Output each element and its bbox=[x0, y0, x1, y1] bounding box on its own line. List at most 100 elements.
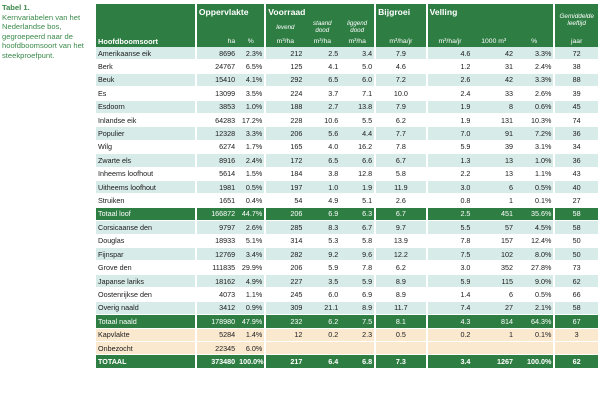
cell-jaar: 50 bbox=[555, 248, 598, 262]
cell-staand-dood: 4.9 bbox=[304, 194, 341, 208]
header-group-row: Oppervlakte Voorraad Bijgroei Velling Ge… bbox=[96, 4, 598, 35]
cell-jaar: 58 bbox=[555, 301, 598, 316]
cell-velling-total: 352 bbox=[472, 261, 516, 275]
cell-ha: 111835 bbox=[196, 261, 238, 275]
cell-hoofdboomsoort: Struiken bbox=[96, 194, 197, 208]
cell-levend: 206 bbox=[266, 261, 305, 275]
cell-bijgroei: 11.7 bbox=[376, 301, 428, 316]
caption-text: Kernvariabelen van het Nederlandse bos, … bbox=[2, 12, 84, 60]
cell-jaar: 36 bbox=[555, 127, 598, 141]
cell-velling: 1.9 bbox=[427, 113, 473, 128]
header-unit-row: Hoofdboomsoort ha % m³/ha m³/ha m³/ha m³… bbox=[96, 35, 598, 47]
cell-levend: 228 bbox=[266, 113, 305, 128]
cell-velling-total: 157 bbox=[472, 234, 516, 249]
cell-velling-pct: 12.4% bbox=[515, 234, 556, 249]
cell-pct: 4.9% bbox=[237, 274, 267, 289]
cell-ha: 373480 bbox=[196, 355, 238, 369]
cell-velling-total: 13 bbox=[472, 167, 516, 181]
cell-jaar: 73 bbox=[555, 261, 598, 275]
cell-velling: 7.8 bbox=[427, 234, 473, 249]
cell-velling-pct: 2.6% bbox=[515, 87, 556, 101]
table-row: Overig naald 3412 0.9% 309 21.1 8.9 11.7 7.4 27 2… bbox=[96, 301, 598, 316]
cell-liggend-dood: 3.4 bbox=[340, 47, 377, 61]
cell-bijgroei: 4.6 bbox=[376, 60, 428, 74]
table-row: Uitheems loofhout 1981 0.5% 197 1.0 1.9 11.9 3.… bbox=[96, 180, 598, 195]
cell-ha: 18162 bbox=[196, 274, 238, 289]
cell-velling: 7.0 bbox=[427, 127, 473, 141]
cell-hoofdboomsoort: Beuk bbox=[96, 73, 197, 88]
cell-jaar: 66 bbox=[555, 288, 598, 302]
cell-staand-dood: 5.6 bbox=[304, 127, 341, 141]
cell-liggend-dood: 6.6 bbox=[340, 154, 377, 168]
cell-hoofdboomsoort: Wilg bbox=[96, 140, 197, 155]
cell-levend: 227 bbox=[266, 274, 305, 289]
table-row: Beuk 15410 4.1% 292 6.5 6.0 7.2 2.6 42 3.3% 88 bbox=[96, 73, 598, 88]
table-total-row: Totaal loof 166872 44.7% 206 6.9 6.3 6.7 2.5 451… bbox=[96, 207, 598, 222]
cell-velling: 2.5 bbox=[427, 207, 473, 222]
table-row: Onbezocht 22345 6.0% bbox=[96, 342, 598, 356]
cell-velling: 2.6 bbox=[427, 73, 473, 88]
cell-velling-pct bbox=[515, 342, 556, 356]
cell-jaar: 58 bbox=[555, 207, 598, 222]
cell-pct: 1.7% bbox=[237, 140, 267, 155]
header-staand-dood: staand dood bbox=[304, 19, 341, 35]
cell-liggend-dood: 8.9 bbox=[340, 301, 377, 316]
cell-pct: 5.1% bbox=[237, 234, 267, 249]
cell-velling: 4.3 bbox=[427, 315, 473, 329]
cell-velling-pct: 1.0% bbox=[515, 154, 556, 168]
cell-jaar: 36 bbox=[555, 154, 598, 168]
cell-hoofdboomsoort: Grove den bbox=[96, 261, 197, 275]
cell-hoofdboomsoort: Kapvlakte bbox=[96, 328, 197, 342]
cell-liggend-dood: 5.9 bbox=[340, 274, 377, 289]
unit-liggend: m³/ha bbox=[340, 35, 377, 47]
cell-staand-dood: 0.2 bbox=[304, 328, 341, 342]
cell-velling-pct: 27.8% bbox=[515, 261, 556, 275]
cell-velling: 7.4 bbox=[427, 301, 473, 316]
cell-ha: 8916 bbox=[196, 154, 238, 168]
header-velling: Velling bbox=[427, 4, 556, 19]
cell-levend: 314 bbox=[266, 234, 305, 249]
table-row: Oostenrijkse den 4073 1.1% 245 6.0 6.9 8.9 1.4 6… bbox=[96, 288, 598, 302]
cell-liggend-dood: 4.4 bbox=[340, 127, 377, 141]
cell-liggend-dood: 7.1 bbox=[340, 87, 377, 101]
unit-staand: m³/ha bbox=[304, 35, 341, 47]
header-gemiddelde-leeftijd: Gemiddelde leeftijd bbox=[555, 4, 598, 35]
cell-velling: 1.9 bbox=[427, 100, 473, 114]
cell-levend: 172 bbox=[266, 154, 305, 168]
cell-levend bbox=[266, 342, 305, 356]
cell-hoofdboomsoort: Totaal naald bbox=[96, 315, 197, 329]
cell-levend: 206 bbox=[266, 207, 305, 222]
table-row: Es 13099 3.5% 224 3.7 7.1 10.0 2.4 33 2.6% 39 bbox=[96, 87, 598, 101]
cell-hoofdboomsoort: Es bbox=[96, 87, 197, 101]
cell-bijgroei: 9.7 bbox=[376, 221, 428, 235]
cell-jaar: 27 bbox=[555, 194, 598, 208]
cell-ha: 24767 bbox=[196, 60, 238, 74]
cell-pct: 0.5% bbox=[237, 180, 267, 195]
cell-levend: 54 bbox=[266, 194, 305, 208]
cell-ha: 1981 bbox=[196, 180, 238, 195]
cell-staand-dood: 1.0 bbox=[304, 180, 341, 195]
cell-velling-pct: 35.6% bbox=[515, 207, 556, 222]
cell-pct: 1.0% bbox=[237, 100, 267, 114]
table-total-row: Totaal naald 178980 47.9% 232 6.2 7.5 8.1 4.3 81… bbox=[96, 315, 598, 329]
caption-title: Tabel 1. bbox=[2, 3, 30, 12]
cell-jaar: 50 bbox=[555, 234, 598, 249]
cell-ha: 8696 bbox=[196, 47, 238, 61]
cell-pct: 2.6% bbox=[237, 221, 267, 235]
cell-bijgroei: 5.8 bbox=[376, 167, 428, 181]
cell-ha: 13099 bbox=[196, 87, 238, 101]
cell-liggend-dood: 13.8 bbox=[340, 100, 377, 114]
cell-velling: 2.4 bbox=[427, 87, 473, 101]
cell-liggend-dood: 7.8 bbox=[340, 261, 377, 275]
cell-staand-dood: 3.7 bbox=[304, 87, 341, 101]
cell-levend: 292 bbox=[266, 73, 305, 88]
cell-liggend-dood: 1.9 bbox=[340, 180, 377, 195]
cell-hoofdboomsoort: Berk bbox=[96, 60, 197, 74]
cell-levend: 165 bbox=[266, 140, 305, 155]
cell-pct: 6.5% bbox=[237, 60, 267, 74]
cell-bijgroei: 6.2 bbox=[376, 261, 428, 275]
cell-pct: 47.9% bbox=[237, 315, 267, 329]
header-hoofdboomsoort: Hoofdboomsoort bbox=[96, 35, 197, 47]
cell-staand-dood: 6.5 bbox=[304, 154, 341, 168]
cell-bijgroei: 12.2 bbox=[376, 248, 428, 262]
